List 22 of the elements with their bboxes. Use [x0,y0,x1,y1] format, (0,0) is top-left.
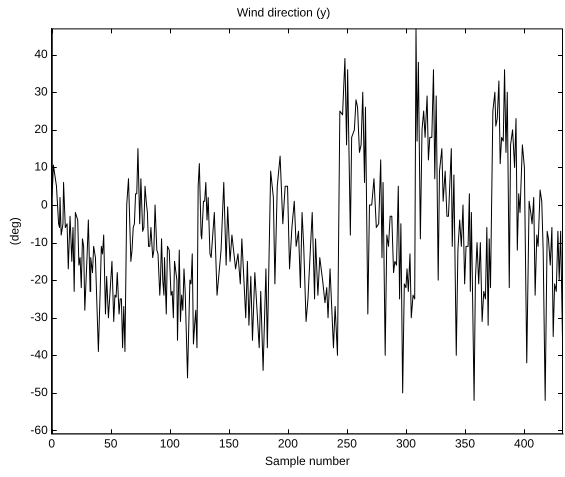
y-tick-label: -40 [30,348,48,362]
y-tick-label: -20 [30,272,48,286]
x-tick-label: 300 [396,436,416,451]
x-axis-title: Sample number [265,454,350,468]
x-tick-label: 100 [160,436,180,451]
x-tick-label: 400 [514,436,534,451]
x-tick-label: 150 [218,436,240,451]
y-axis-title: (deg) [8,217,22,246]
x-tick-label: 200 [278,436,298,451]
y-tick-label: 20 [34,122,48,136]
x-tick-label: 250 [336,436,358,451]
chart-title: Wind direction (y) [236,6,330,20]
y-tick-label: -10 [30,234,48,249]
y-tick-label: -60 [30,422,48,437]
x-tick-label: 50 [104,436,118,451]
y-tick-label: 30 [34,84,48,99]
y-tick-label: -30 [30,310,48,324]
x-tick-label: 350 [454,436,476,451]
y-tick-label: 40 [34,47,48,62]
y-tick-label: -50 [30,385,48,400]
y-tick-label: 0 [41,197,48,212]
y-tick-label: 10 [34,160,48,174]
